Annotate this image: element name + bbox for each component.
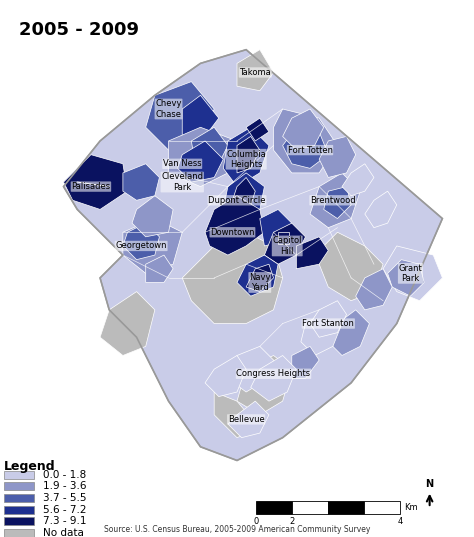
Text: 2005 - 2009: 2005 - 2009 (19, 21, 139, 40)
Text: Grant
Park: Grant Park (399, 264, 422, 283)
Text: 0.0 - 1.8: 0.0 - 1.8 (43, 469, 86, 480)
Polygon shape (123, 223, 159, 259)
Text: Columbia
Heights: Columbia Heights (226, 149, 266, 169)
FancyBboxPatch shape (328, 500, 364, 513)
Text: N: N (426, 478, 434, 489)
Text: Navy
Yard: Navy Yard (249, 273, 271, 292)
Polygon shape (100, 292, 155, 355)
Polygon shape (123, 164, 159, 200)
Polygon shape (223, 127, 269, 187)
Polygon shape (328, 310, 369, 355)
Polygon shape (264, 223, 305, 264)
FancyBboxPatch shape (4, 482, 34, 490)
Polygon shape (191, 127, 228, 169)
Polygon shape (342, 164, 374, 195)
Text: 1.9 - 3.6: 1.9 - 3.6 (43, 481, 86, 491)
Polygon shape (283, 109, 324, 150)
Polygon shape (232, 177, 255, 209)
Polygon shape (223, 173, 264, 219)
Polygon shape (169, 127, 237, 187)
Text: 5.6 - 7.2: 5.6 - 7.2 (43, 505, 86, 514)
Text: Georgetown: Georgetown (115, 242, 167, 250)
Polygon shape (301, 310, 342, 355)
Text: Capitol
Hill: Capitol Hill (273, 236, 302, 256)
Polygon shape (178, 141, 223, 182)
Text: Bellevue: Bellevue (228, 415, 264, 424)
Text: Fort Totten: Fort Totten (288, 146, 333, 155)
Polygon shape (251, 355, 296, 401)
Polygon shape (388, 259, 424, 296)
FancyBboxPatch shape (4, 494, 34, 502)
FancyBboxPatch shape (4, 470, 34, 478)
Text: Chevy
Chase: Chevy Chase (155, 99, 182, 119)
Text: Cleveland
Park: Cleveland Park (161, 172, 203, 192)
Polygon shape (324, 187, 351, 219)
Text: Dupont Circle: Dupont Circle (208, 196, 266, 205)
Polygon shape (260, 209, 292, 246)
FancyBboxPatch shape (4, 517, 34, 525)
Polygon shape (246, 264, 273, 292)
Polygon shape (237, 255, 278, 296)
Polygon shape (228, 401, 269, 438)
Polygon shape (237, 355, 292, 415)
Text: Km: Km (404, 503, 418, 512)
Polygon shape (228, 346, 273, 392)
Polygon shape (182, 96, 219, 141)
Text: Source: U.S. Census Bureau, 2005-2009 American Community Survey: Source: U.S. Census Bureau, 2005-2009 Am… (104, 525, 370, 534)
FancyBboxPatch shape (4, 506, 34, 513)
Text: 2: 2 (290, 517, 295, 526)
Text: Takoma: Takoma (239, 68, 271, 77)
Polygon shape (205, 195, 264, 255)
Polygon shape (205, 355, 246, 396)
Polygon shape (237, 49, 273, 91)
FancyBboxPatch shape (256, 500, 292, 513)
Polygon shape (278, 232, 290, 244)
Text: Legend: Legend (4, 461, 56, 474)
Polygon shape (64, 49, 442, 460)
Polygon shape (123, 219, 182, 273)
Text: No data: No data (43, 528, 83, 537)
Polygon shape (132, 195, 173, 237)
Text: 4: 4 (397, 517, 402, 526)
FancyBboxPatch shape (292, 500, 328, 513)
Polygon shape (237, 136, 260, 173)
Text: 3.7 - 5.5: 3.7 - 5.5 (43, 493, 86, 503)
Polygon shape (64, 155, 128, 209)
Polygon shape (310, 173, 360, 228)
Polygon shape (310, 301, 346, 337)
Text: 7.3 - 9.1: 7.3 - 9.1 (43, 516, 86, 526)
Polygon shape (383, 246, 442, 301)
Polygon shape (319, 232, 383, 301)
Polygon shape (273, 109, 337, 173)
Polygon shape (182, 232, 283, 323)
Text: Congress Heights: Congress Heights (237, 369, 310, 378)
Text: Brentwood: Brentwood (310, 196, 356, 205)
Polygon shape (319, 136, 356, 177)
Text: 0: 0 (254, 517, 259, 526)
FancyBboxPatch shape (4, 529, 34, 537)
Text: Fort Stanton: Fort Stanton (302, 319, 354, 328)
Polygon shape (356, 268, 392, 310)
Text: Palisades: Palisades (72, 182, 110, 191)
Text: Van Ness: Van Ness (163, 159, 201, 168)
Polygon shape (214, 392, 260, 438)
Polygon shape (296, 237, 328, 268)
Polygon shape (292, 346, 319, 378)
Polygon shape (146, 255, 173, 282)
Polygon shape (283, 127, 328, 169)
Polygon shape (146, 82, 214, 150)
Polygon shape (365, 191, 397, 228)
Polygon shape (246, 118, 269, 141)
FancyBboxPatch shape (364, 500, 400, 513)
Text: Downtown: Downtown (210, 228, 255, 237)
